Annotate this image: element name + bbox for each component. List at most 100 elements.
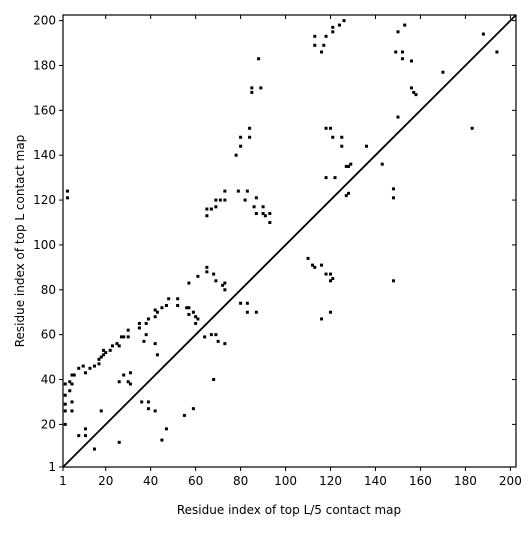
- contact-point: [248, 135, 252, 139]
- contact-point: [391, 187, 395, 191]
- contact-point: [137, 326, 141, 330]
- contact-point: [146, 400, 150, 404]
- contact-point: [164, 303, 168, 307]
- contact-point: [412, 90, 416, 94]
- contact-point: [250, 90, 254, 94]
- y-tick-label: 80: [41, 283, 56, 297]
- x-tick-label: 40: [143, 474, 158, 488]
- contact-point: [205, 265, 209, 269]
- contact-point: [414, 93, 418, 97]
- contact-point: [164, 427, 168, 431]
- contact-point: [216, 339, 220, 343]
- y-tick-label: 160: [33, 103, 56, 117]
- contact-point: [349, 162, 353, 166]
- contact-point: [470, 126, 474, 130]
- contact-point: [214, 333, 218, 337]
- contact-point: [347, 164, 351, 168]
- contact-point: [221, 283, 225, 287]
- x-tick-label: 180: [454, 474, 477, 488]
- contact-point: [236, 189, 240, 193]
- contact-point: [243, 198, 247, 202]
- diagonal: [62, 14, 517, 468]
- contact-point: [160, 438, 164, 442]
- contact-point: [214, 205, 218, 209]
- contact-point: [155, 310, 159, 314]
- contact-point: [380, 162, 384, 166]
- contact-point: [115, 342, 119, 346]
- contact-point: [311, 263, 315, 267]
- y-tick-label: 60: [41, 328, 56, 342]
- contact-point: [153, 409, 157, 413]
- y-tick-label: 20: [41, 417, 56, 431]
- contact-point: [63, 382, 67, 386]
- contact-point: [122, 335, 126, 339]
- contact-point: [340, 144, 344, 148]
- contact-point: [205, 214, 209, 218]
- contact-point: [205, 207, 209, 211]
- contact-point: [329, 310, 333, 314]
- contact-point: [324, 34, 328, 38]
- contact-point: [128, 382, 132, 386]
- contact-point: [72, 373, 76, 377]
- contact-point: [403, 23, 407, 27]
- contact-point: [347, 191, 351, 195]
- contact-point: [259, 86, 263, 90]
- contact-point: [212, 272, 216, 276]
- contact-point: [320, 263, 324, 267]
- contact-point: [126, 335, 130, 339]
- contact-point: [313, 43, 317, 47]
- contact-point: [223, 281, 227, 285]
- contact-point: [257, 57, 261, 61]
- contact-point: [146, 407, 150, 411]
- contact-point: [324, 272, 328, 276]
- contact-point: [268, 220, 272, 224]
- x-tick-label: 80: [233, 474, 248, 488]
- contact-point: [333, 176, 337, 180]
- contact-point: [83, 434, 87, 438]
- contact-point: [101, 353, 105, 357]
- contact-point: [313, 265, 317, 269]
- contact-point: [239, 301, 243, 305]
- contact-point: [110, 344, 114, 348]
- contact-point: [331, 30, 335, 34]
- contact-point: [252, 205, 256, 209]
- contact-point: [340, 135, 344, 139]
- y-tick-label: 40: [41, 373, 56, 387]
- contact-point: [214, 198, 218, 202]
- contact-point: [324, 126, 328, 130]
- contact-point: [146, 317, 150, 321]
- contact-point: [394, 50, 398, 54]
- contact-point: [167, 297, 171, 301]
- contact-point: [101, 348, 105, 352]
- contact-point: [481, 32, 485, 36]
- y-axis-label: Residue index of top L contact map: [13, 135, 27, 348]
- contact-point: [77, 366, 81, 370]
- contact-point: [344, 164, 348, 168]
- y-tick-label: 200: [33, 14, 56, 28]
- x-tick-label: 200: [499, 474, 522, 488]
- contact-point: [117, 344, 121, 348]
- contact-point: [342, 19, 346, 23]
- contact-point: [331, 25, 335, 29]
- contact-point: [254, 310, 258, 314]
- contact-point: [254, 196, 258, 200]
- contact-point: [83, 427, 87, 431]
- contact-point: [187, 281, 191, 285]
- contact-point: [92, 364, 96, 368]
- contact-point: [441, 70, 445, 74]
- contact-point: [245, 310, 249, 314]
- contact-point: [239, 144, 243, 148]
- contact-point: [128, 371, 132, 375]
- contact-point: [126, 380, 130, 384]
- contact-point: [324, 176, 328, 180]
- contact-point: [97, 357, 101, 361]
- contact-point: [248, 126, 252, 130]
- contact-point: [396, 30, 400, 34]
- contact-point: [144, 321, 148, 325]
- contact-point: [261, 212, 265, 216]
- contact-point: [65, 189, 69, 193]
- x-axis-label: Residue index of top L/5 contact map: [177, 503, 401, 517]
- contact-point: [122, 373, 126, 377]
- contact-point: [329, 279, 333, 283]
